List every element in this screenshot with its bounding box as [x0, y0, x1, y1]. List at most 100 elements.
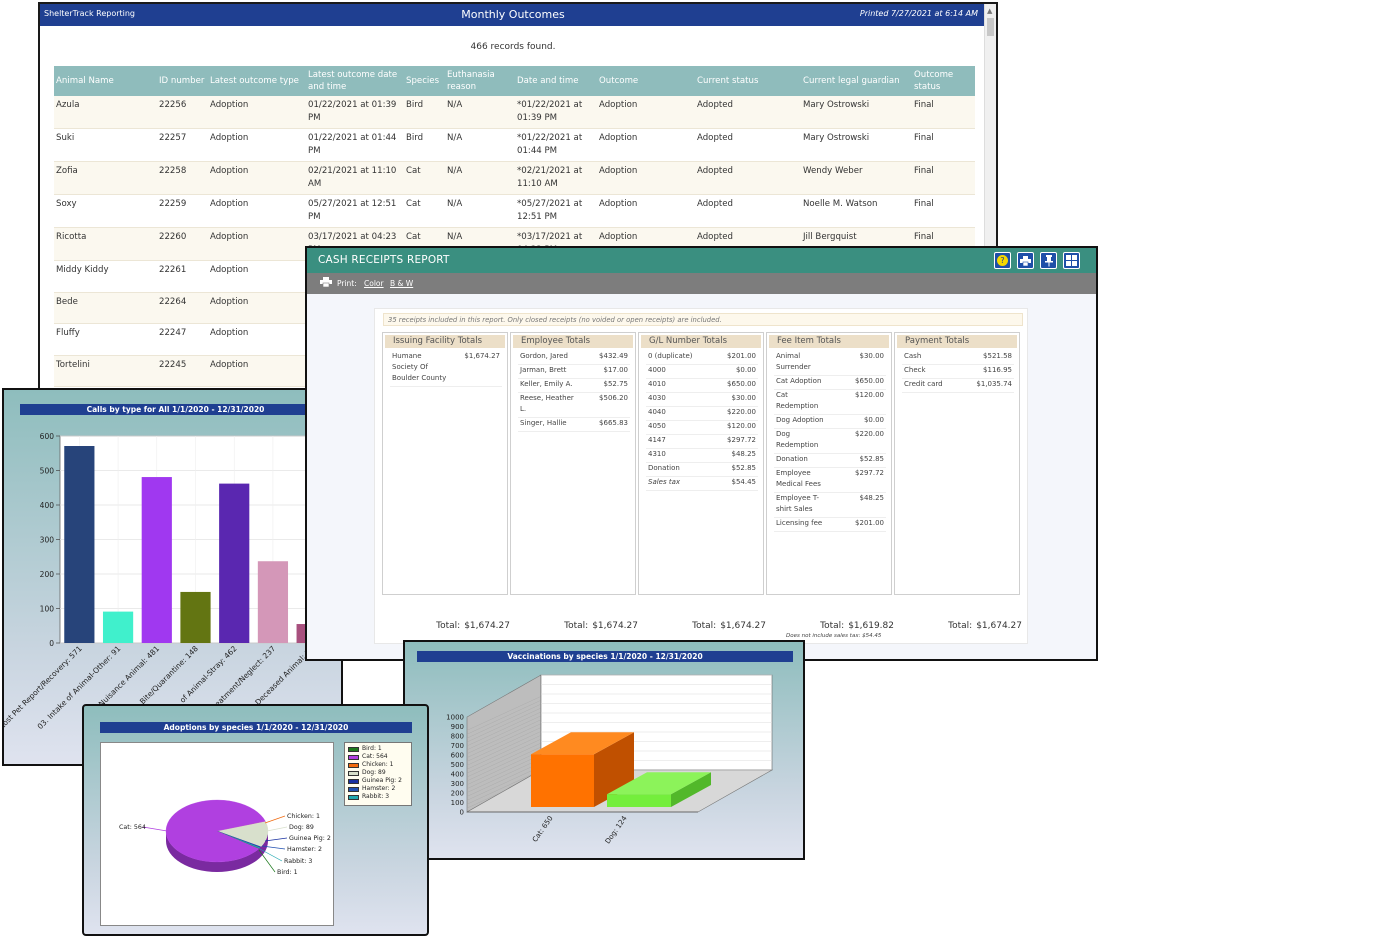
row-label: 0 (duplicate) [648, 352, 693, 360]
scroll-thumb[interactable] [987, 18, 994, 36]
bar [141, 477, 172, 643]
legend-swatch [348, 746, 359, 752]
legend-item: Dog: 89 [348, 769, 408, 777]
help-icon[interactable]: ? [994, 252, 1011, 269]
table-cell: Adoption [208, 292, 306, 325]
table-cell: Final [912, 128, 975, 162]
table-cell: 01/22/2021 at 01:44 PM [306, 128, 404, 162]
totals-row: Donation $52.85 [646, 463, 758, 477]
row-label: 4000 [648, 366, 666, 374]
table-cell: Middy Kiddy [54, 260, 157, 293]
table-cell: *01/22/2021 at 01:39 PM [515, 96, 597, 129]
legend-label: Guinea Pig: 2 [362, 777, 402, 784]
total-label: Total: [436, 621, 461, 631]
column-title: Issuing Facility Totals [385, 335, 505, 348]
row-label: Cat Redemption [776, 391, 819, 410]
total-value: $1,674.27 [592, 621, 638, 631]
table-row[interactable]: Zofia 22258 Adoption 02/21/2021 at 11:10 AM… [54, 161, 975, 195]
column-header: Current status [695, 66, 801, 96]
scroll-up-icon[interactable]: ▲ [987, 7, 993, 15]
printer-icon[interactable] [320, 277, 332, 287]
table-row[interactable]: Soxy 22259 Adoption 05/27/2021 at 12:51 PM C… [54, 194, 975, 228]
row-value: $0.00 [863, 416, 884, 424]
table-cell: Bede [54, 292, 157, 325]
table-cell: N/A [445, 96, 515, 129]
layout-icon[interactable] [1063, 252, 1080, 269]
totals-row: 4010 $650.00 [646, 379, 758, 393]
table-cell: 22247 [157, 323, 208, 356]
total-label: Total: [564, 621, 589, 631]
pin-icon[interactable] [1040, 252, 1057, 269]
wall-hatch [466, 735, 542, 770]
table-cell: 22258 [157, 161, 208, 195]
total-value: $1,674.27 [464, 621, 510, 631]
legend-label: Chicken: 1 [362, 761, 394, 768]
wall-hatch [466, 719, 542, 754]
table-cell: 22259 [157, 194, 208, 228]
row-value: $297.72 [855, 469, 884, 477]
table-cell: Adoption [208, 161, 306, 195]
row-value: $201.00 [855, 519, 884, 527]
table-cell: Cat [404, 161, 445, 195]
print-icon[interactable] [1017, 252, 1034, 269]
table-cell: Adoption [597, 128, 695, 162]
table-cell: Adopted [695, 161, 801, 195]
row-value: $201.00 [727, 352, 756, 360]
wall-hatch [466, 754, 542, 789]
slice-label: Guinea Pig: 2 [289, 835, 331, 842]
table-cell: 22256 [157, 96, 208, 129]
row-label: 4147 [648, 436, 666, 444]
wall-hatch [466, 727, 542, 762]
total-label: Total: [948, 621, 973, 631]
table-cell: 22260 [157, 227, 208, 261]
print-color-link[interactable]: Color [364, 279, 384, 288]
x-tick-label: Dog: 124 [604, 814, 629, 845]
totals-row: Credit card $1,035.74 [902, 379, 1014, 393]
row-value: $116.95 [983, 366, 1012, 374]
slice-label: Cat: 564 [119, 824, 146, 831]
column-title: Employee Totals [513, 335, 633, 348]
legend-swatch [348, 770, 359, 776]
wall-hatch [466, 742, 542, 778]
cash-header: CASH RECEIPTS REPORT ? [307, 248, 1096, 273]
row-label: Jarman, Brett [520, 366, 567, 374]
column-title: G/L Number Totals [641, 335, 761, 348]
table-cell: Cat [404, 194, 445, 228]
row-value: $48.25 [859, 494, 885, 502]
totals-row: Employee Medical Fees $297.72 [774, 468, 886, 493]
totals-row: Gordon, Jared $432.49 [518, 351, 630, 365]
table-cell: Adoption [208, 323, 306, 356]
column-total: Total: $1,674.27 [380, 621, 510, 631]
table-cell: Adopted [695, 194, 801, 228]
wall-hatch [466, 711, 542, 747]
wall-hatch [466, 758, 542, 793]
receipts-note: 35 receipts included in this report. Onl… [383, 313, 1023, 326]
adoptions-pie-chart: Chicken: 1 Dog: 89 Guinea Pig: 2 Hamster: 2… [119, 799, 331, 876]
column-header: Latest outcome type [208, 66, 306, 96]
table-row[interactable]: Azula 22256 Adoption 01/22/2021 at 01:39 PM… [54, 96, 975, 129]
totals-row: Cat Adoption $650.00 [774, 376, 886, 390]
totals-row: Cat Redemption $120.00 [774, 390, 886, 415]
row-value: $521.58 [983, 352, 1012, 360]
row-label: Singer, Hallie [520, 419, 567, 427]
calls-bar-chart: 010020030040050060001. Lost Pet Report/R… [4, 432, 332, 740]
row-value: $297.72 [727, 436, 756, 444]
table-cell: 22264 [157, 292, 208, 325]
slice-label: Dog: 89 [289, 824, 314, 831]
table-cell: Suki [54, 128, 157, 162]
table-cell: Adoption [208, 260, 306, 293]
table-cell: 22257 [157, 128, 208, 162]
records-found: 466 records found. [470, 42, 556, 52]
table-cell: N/A [445, 128, 515, 162]
app-name: ShelterTrack Reporting [44, 9, 136, 18]
wall-hatch [466, 723, 542, 758]
totals-row: 4040 $220.00 [646, 407, 758, 421]
print-bw-link[interactable]: B & W [390, 279, 414, 288]
totals-row: Sales tax $54.45 [646, 477, 758, 491]
y-tick-label: 900 [451, 723, 464, 731]
wall-hatch [466, 715, 542, 750]
row-label: Dog Adoption [776, 416, 824, 424]
table-row[interactable]: Suki 22257 Adoption 01/22/2021 at 01:44 PM B… [54, 128, 975, 162]
column-total: Total: $1,674.27 [508, 621, 638, 631]
table-cell: Wendy Weber [801, 161, 912, 195]
